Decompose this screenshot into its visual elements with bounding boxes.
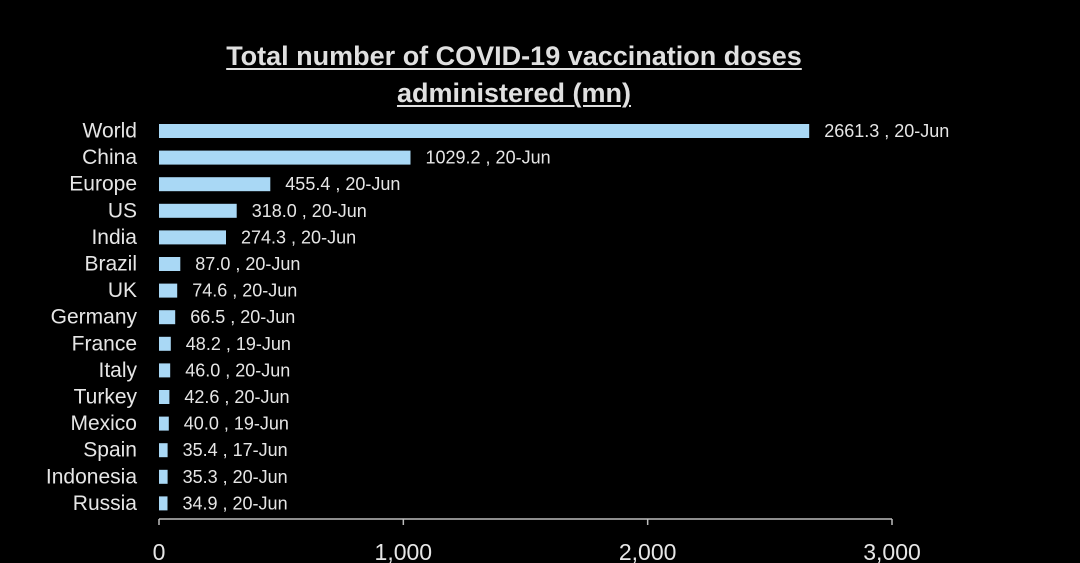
bar-germany: [159, 310, 176, 325]
category-label-us: US: [108, 199, 137, 222]
x-tick-label: 1,000: [375, 539, 433, 563]
category-label-spain: Spain: [83, 439, 137, 462]
category-label-italy: Italy: [98, 359, 137, 382]
data-label-france: 48.2 , 19-Jun: [186, 334, 291, 354]
bar-china: [159, 150, 411, 165]
chart-title: Total number of COVID-19 vaccination dos…: [0, 38, 1028, 112]
bar-turkey: [159, 390, 170, 404]
data-label-germany: 66.5 , 20-Jun: [190, 307, 295, 327]
bar-india: [159, 230, 226, 245]
x-tick-label: 3,000: [863, 539, 921, 563]
bar-spain: [159, 443, 168, 458]
x-tick-label: 2,000: [619, 539, 677, 563]
data-label-spain: 35.4 , 17-Jun: [183, 440, 288, 460]
bar-italy: [159, 363, 171, 378]
category-label-india: India: [91, 226, 137, 249]
category-label-turkey: Turkey: [74, 386, 138, 409]
bar-world: [159, 124, 810, 138]
chart-title-line-2: administered (mn): [396, 78, 632, 108]
category-label-france: France: [72, 332, 137, 355]
category-label-mexico: Mexico: [70, 412, 137, 435]
data-label-brazil: 87.0 , 20-Jun: [195, 254, 300, 274]
bar-europe: [159, 177, 271, 192]
category-label-europe: Europe: [69, 173, 137, 196]
bar-indonesia: [159, 469, 168, 484]
bar-france: [159, 336, 171, 351]
data-label-europe: 455.4 , 20-Jun: [285, 174, 400, 194]
category-label-brazil: Brazil: [84, 253, 137, 276]
data-label-italy: 46.0 , 20-Jun: [185, 360, 290, 380]
data-labels: 2661.3 , 20-Jun 1029.2 , 20-Jun 455.4 , 20…: [183, 121, 950, 513]
x-tick-label: 0: [153, 539, 166, 563]
bar-russia: [159, 496, 168, 511]
bar-mexico: [159, 416, 169, 431]
data-label-us: 318.0 , 20-Jun: [252, 201, 367, 221]
category-label-russia: Russia: [73, 492, 138, 515]
data-label-russia: 34.9 , 20-Jun: [183, 493, 288, 513]
category-label-uk: UK: [108, 279, 137, 302]
data-label-uk: 74.6 , 20-Jun: [192, 281, 297, 301]
bars: [159, 124, 810, 511]
category-label-indonesia: Indonesia: [46, 465, 137, 488]
data-label-turkey: 42.6 , 20-Jun: [184, 387, 289, 407]
category-label-germany: Germany: [51, 306, 138, 329]
data-label-india: 274.3 , 20-Jun: [241, 227, 356, 247]
chart-title-line-1: Total number of COVID-19 vaccination dos…: [226, 41, 802, 71]
category-labels: World China Europe US India Brazil UK Germany Fr…: [46, 120, 138, 515]
bar-us: [159, 203, 237, 218]
category-label-world: World: [83, 120, 137, 143]
data-label-china: 1029.2 , 20-Jun: [426, 148, 551, 168]
bar-brazil: [159, 257, 181, 271]
x-axis: 0 1,000 2,000 3,000: [153, 518, 921, 563]
category-label-china: China: [82, 146, 137, 169]
data-label-indonesia: 35.3 , 20-Jun: [183, 467, 288, 487]
data-label-world: 2661.3 , 20-Jun: [824, 121, 949, 141]
data-label-mexico: 40.0 , 19-Jun: [184, 414, 289, 434]
bar-uk: [159, 283, 178, 298]
